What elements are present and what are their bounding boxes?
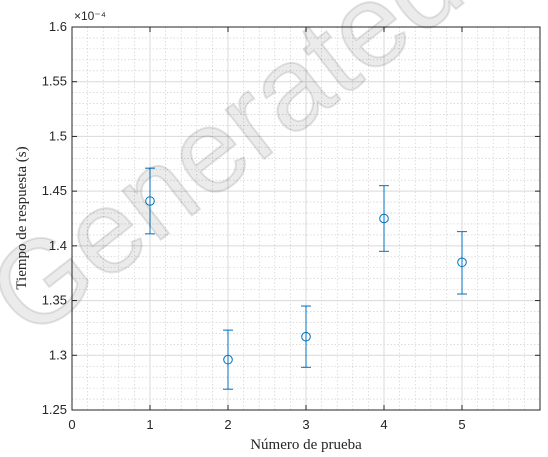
y-tick-label: 1.6 [49,19,67,34]
data-point [145,196,155,206]
x-tick-label: 4 [380,417,387,432]
y-tick-label: 1.35 [42,293,67,308]
x-tick-label: 3 [302,417,309,432]
y-axis-ticks: 1.25 1.3 1.35 1.4 1.45 1.5 1.55 1.6 [42,19,540,417]
x-tick-label: 5 [458,417,465,432]
y-multiplier-label: ×10⁻⁴ [74,9,106,23]
y-tick-label: 1.5 [49,128,67,143]
data-series [145,167,467,390]
x-tick-label: 0 [68,417,75,432]
data-point [379,213,389,224]
y-tick-label: 1.55 [42,74,67,89]
data-point [223,354,233,365]
x-tick-label: 2 [224,417,231,432]
y-tick-label: 1.25 [42,402,67,417]
x-axis-title: Número de prueba [250,437,362,453]
x-tick-label: 1 [146,417,153,432]
y-tick-label: 1.45 [42,183,67,198]
data-point [457,257,467,268]
y-tick-label: 1.4 [49,238,67,253]
data-point [301,331,311,342]
x-axis-ticks: 0 1 2 3 4 5 [68,27,466,432]
y-axis-title: Tiempo de respuesta (s) [14,146,30,289]
y-tick-label: 1.3 [49,347,67,362]
